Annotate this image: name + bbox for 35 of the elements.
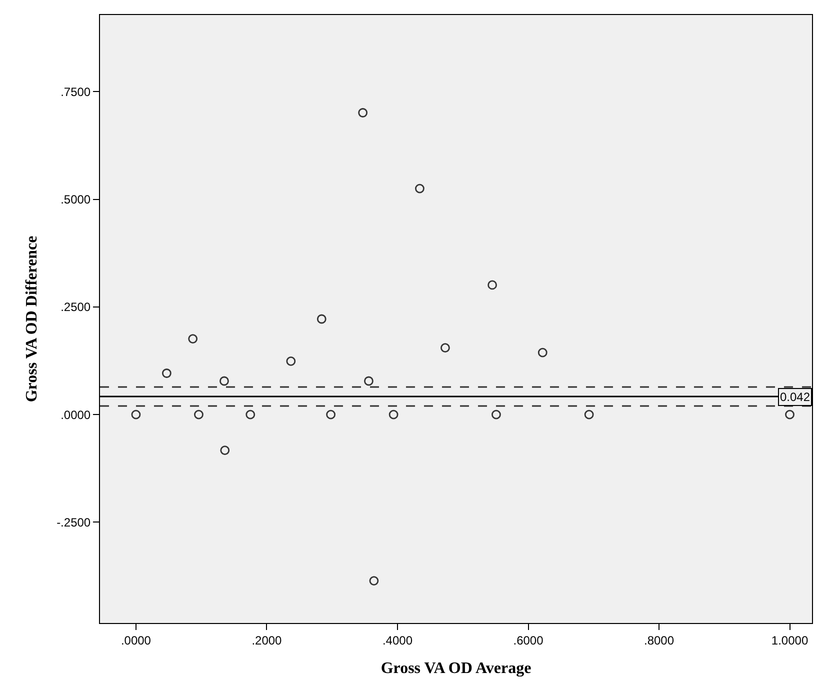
x-tick-label: .4000 bbox=[382, 633, 413, 648]
point bbox=[286, 356, 296, 366]
x-tick-label: 1.0000 bbox=[771, 633, 808, 648]
ref-line-label: 0.042 bbox=[780, 390, 810, 404]
point bbox=[188, 334, 198, 344]
point bbox=[415, 184, 424, 194]
point bbox=[492, 410, 501, 420]
point bbox=[785, 410, 794, 420]
point bbox=[316, 314, 326, 324]
y-tick-label: .5000 bbox=[60, 192, 91, 206]
y-tick-label: .0000 bbox=[60, 408, 91, 422]
point bbox=[440, 343, 450, 353]
x-tick-label: .2000 bbox=[252, 633, 282, 648]
point bbox=[488, 280, 497, 290]
point bbox=[369, 576, 379, 586]
x-tick-label: .8000 bbox=[644, 633, 674, 648]
point bbox=[388, 410, 398, 420]
y-tick-label: .2500 bbox=[60, 300, 91, 314]
y-tick-label: .7500 bbox=[60, 84, 91, 99]
y-tick-label: -.2500 bbox=[56, 515, 91, 530]
point bbox=[162, 368, 172, 378]
y-axis-title: Gross VA OD Difference bbox=[23, 236, 40, 402]
point bbox=[194, 410, 204, 420]
point bbox=[326, 410, 336, 420]
point bbox=[358, 108, 368, 118]
x-tick-label: .6000 bbox=[513, 633, 544, 648]
point bbox=[246, 410, 256, 420]
point bbox=[131, 410, 141, 420]
x-tick-label: .0000 bbox=[120, 633, 152, 648]
x-axis-title: Gross VA OD Average bbox=[380, 660, 532, 678]
point bbox=[220, 376, 229, 386]
point bbox=[584, 410, 594, 420]
point bbox=[364, 376, 374, 386]
point bbox=[220, 446, 230, 456]
point bbox=[538, 348, 548, 358]
